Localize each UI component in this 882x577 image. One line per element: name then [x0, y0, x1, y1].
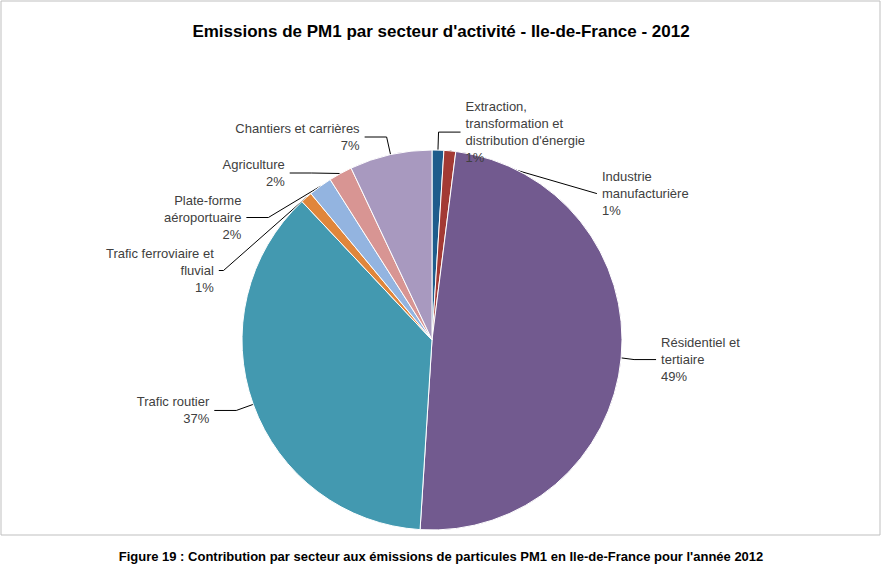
svg-text:Trafic ferroviaire et: Trafic ferroviaire et — [106, 246, 214, 261]
svg-text:Agriculture: Agriculture — [223, 157, 285, 172]
svg-text:Figure 19 : Contribution par s: Figure 19 : Contribution par secteur aux… — [119, 549, 764, 564]
svg-text:2%: 2% — [223, 227, 242, 242]
svg-text:manufacturière: manufacturière — [602, 186, 689, 201]
svg-text:1%: 1% — [466, 150, 485, 165]
svg-text:Emissions de PM1 par secteur d: Emissions de PM1 par secteur d'activité … — [192, 22, 689, 41]
svg-text:tertiaire: tertiaire — [661, 352, 704, 367]
svg-text:2%: 2% — [266, 174, 285, 189]
svg-text:1%: 1% — [195, 280, 214, 295]
svg-text:Industrie: Industrie — [602, 169, 652, 184]
svg-text:Trafic routier: Trafic routier — [137, 394, 210, 409]
svg-text:Plate-forme: Plate-forme — [174, 193, 241, 208]
svg-text:transformation et: transformation et — [466, 116, 564, 131]
svg-text:Chantiers et carrières: Chantiers et carrières — [235, 121, 360, 136]
svg-text:7%: 7% — [341, 138, 360, 153]
svg-text:Extraction,: Extraction, — [466, 99, 527, 114]
svg-text:fluvial: fluvial — [181, 263, 214, 278]
svg-text:aéroportuaire: aéroportuaire — [164, 210, 241, 225]
svg-text:Résidentiel et: Résidentiel et — [661, 335, 740, 350]
svg-text:1%: 1% — [602, 203, 621, 218]
svg-text:distribution d'énergie: distribution d'énergie — [466, 133, 586, 148]
svg-text:37%: 37% — [183, 411, 209, 426]
svg-text:49%: 49% — [661, 369, 687, 384]
